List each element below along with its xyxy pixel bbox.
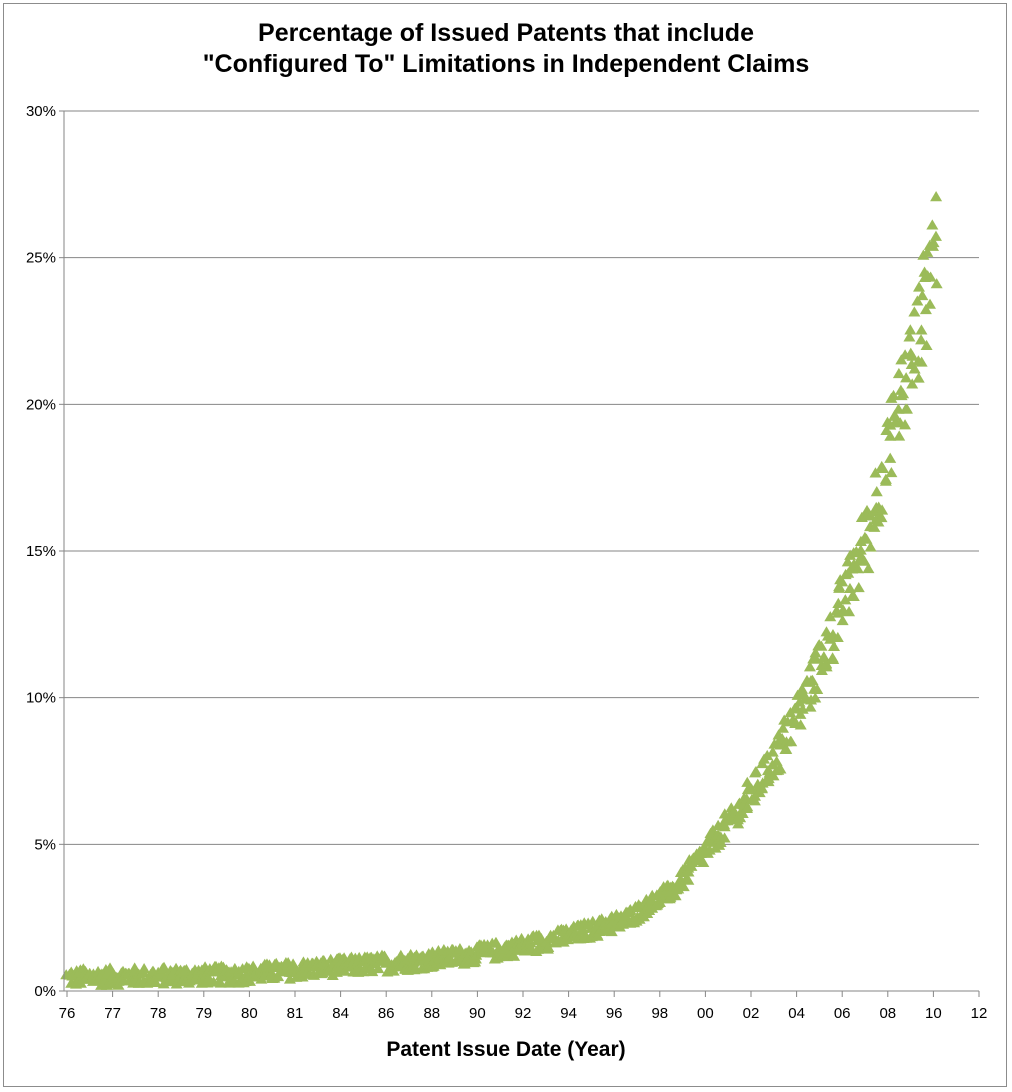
y-tick-label: 10% <box>26 690 56 707</box>
data-point <box>908 306 920 316</box>
x-tick-label: 88 <box>423 1005 440 1022</box>
x-tick-label: 79 <box>195 1005 212 1022</box>
x-tick-label: 98 <box>651 1005 668 1022</box>
x-tick-label: 86 <box>378 1005 395 1022</box>
x-tick-label: 00 <box>697 1005 714 1022</box>
x-axis-label: Patent Issue Date (Year) <box>0 1038 1012 1062</box>
data-points <box>60 191 942 990</box>
x-tick-label: 02 <box>743 1005 760 1022</box>
y-tick-label: 5% <box>34 836 56 853</box>
data-point <box>926 219 938 229</box>
x-tick-label: 80 <box>241 1005 258 1022</box>
y-tick-label: 0% <box>34 983 56 1000</box>
data-point <box>930 191 942 201</box>
x-tick-label: 96 <box>606 1005 623 1022</box>
x-tick-label: 08 <box>879 1005 896 1022</box>
x-tick-label: 90 <box>469 1005 486 1022</box>
data-point <box>924 299 936 309</box>
data-point <box>853 582 865 592</box>
x-tick-label: 81 <box>287 1005 304 1022</box>
x-tick-label: 78 <box>150 1005 167 1022</box>
data-point <box>915 324 927 334</box>
x-tick-label: 84 <box>332 1005 349 1022</box>
data-point <box>913 372 925 382</box>
data-point <box>930 231 942 241</box>
x-tick-label: 12 <box>971 1005 988 1022</box>
y-tick-label: 25% <box>26 250 56 267</box>
y-axis-ticks: 0% 5% 10% 15% 20% 25% 30% <box>26 103 64 1000</box>
x-tick-label: 77 <box>104 1005 121 1022</box>
x-tick-label: 76 <box>59 1005 76 1022</box>
x-tick-label: 94 <box>560 1005 577 1022</box>
y-tick-label: 30% <box>26 103 56 120</box>
y-tick-label: 15% <box>26 543 56 560</box>
x-axis-ticks: 76 77 78 79 80 81 84 86 88 90 92 94 96 98 00 02 04 06 08 10… <box>59 991 1012 1022</box>
x-tick-label: 04 <box>788 1005 805 1022</box>
y-tick-label: 20% <box>26 396 56 413</box>
x-tick-label: 10 <box>925 1005 942 1022</box>
data-point <box>884 453 896 463</box>
data-point <box>893 430 905 440</box>
data-point <box>138 963 150 973</box>
data-point <box>827 652 839 662</box>
data-point <box>893 368 905 378</box>
x-tick-label: 92 <box>515 1005 532 1022</box>
gridlines <box>64 111 979 844</box>
data-point <box>913 281 925 291</box>
x-tick-label: 06 <box>834 1005 851 1022</box>
data-point <box>904 324 916 334</box>
data-point <box>871 486 883 496</box>
